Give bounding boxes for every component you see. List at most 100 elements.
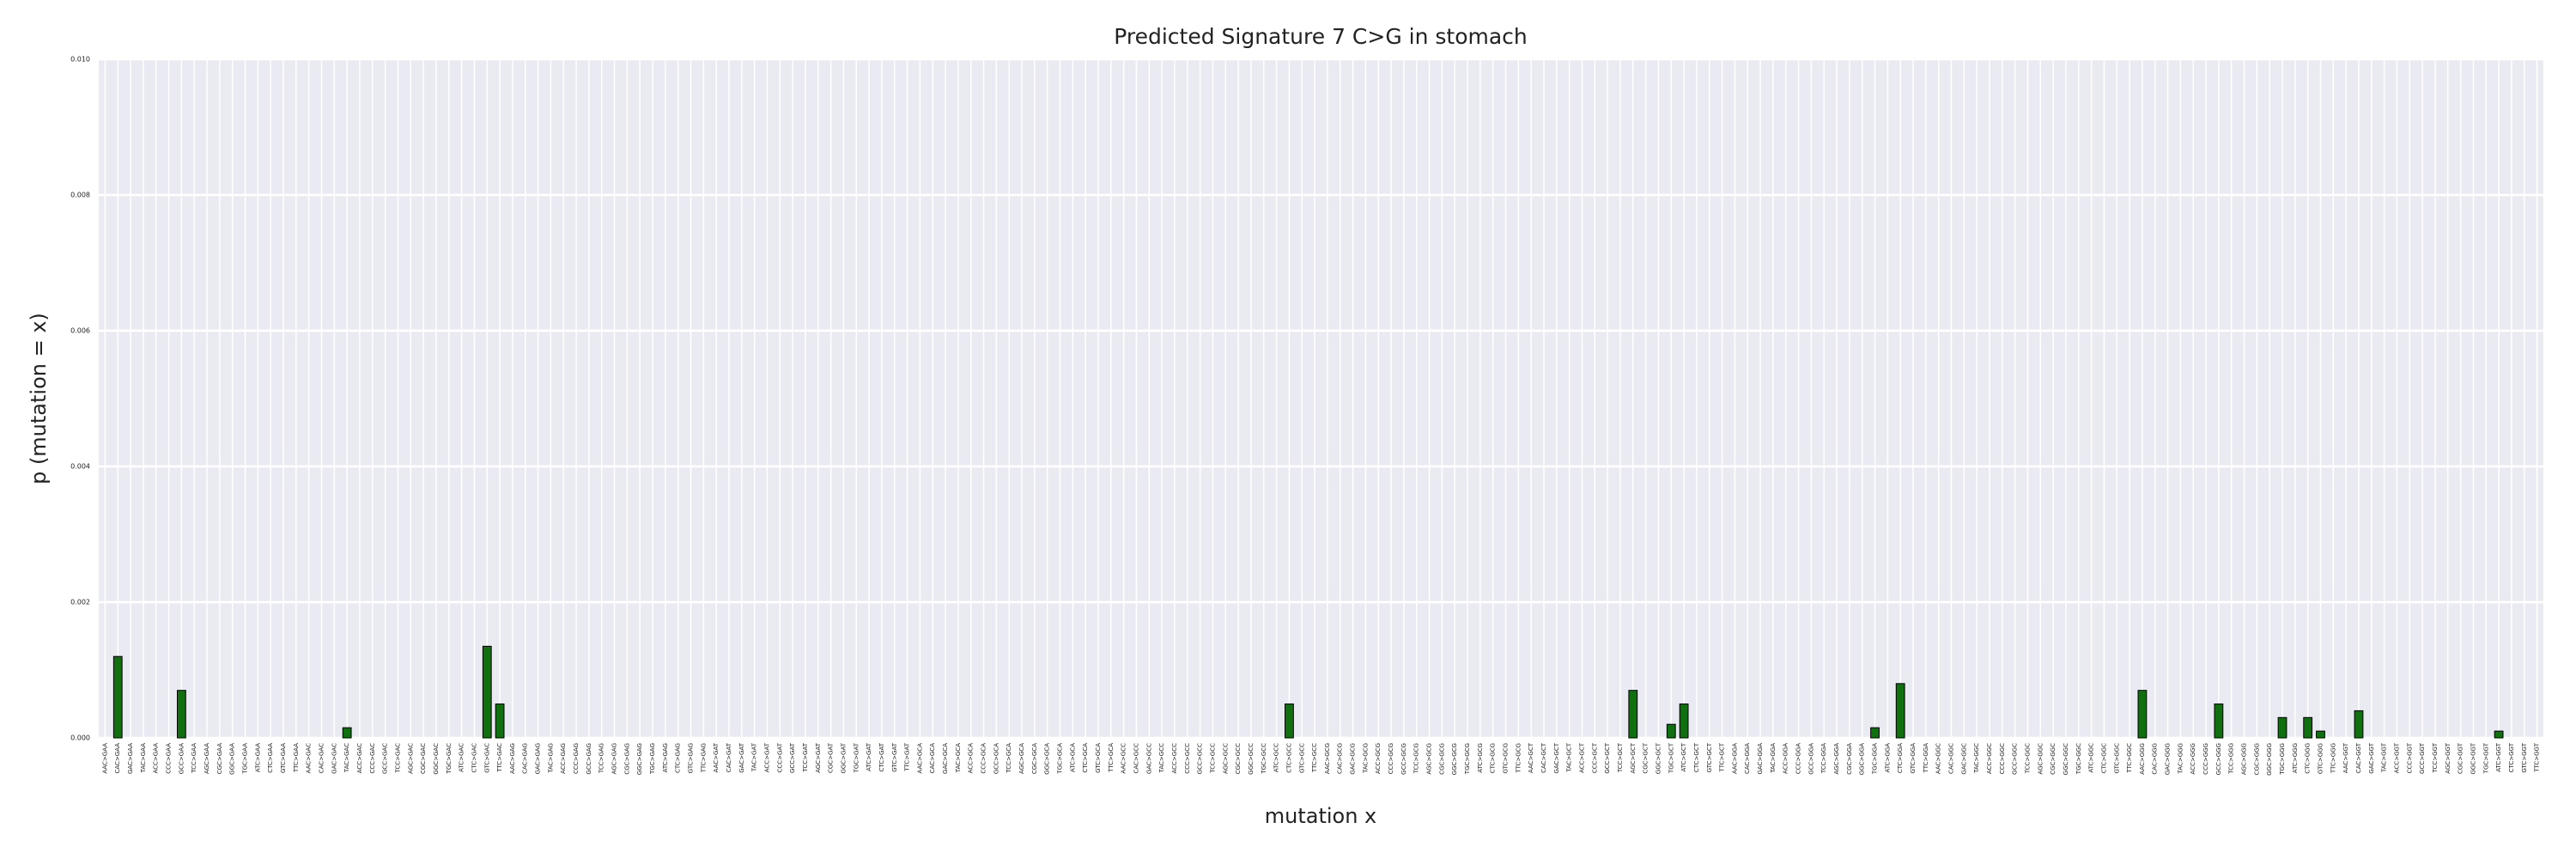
y-tick-label: 0.004 xyxy=(70,463,90,471)
x-tick-label: CGC>GGT xyxy=(2458,742,2464,774)
x-tick-label: ATC>GCC xyxy=(1273,743,1280,772)
x-tick-label: GCC>GCT xyxy=(1604,742,1611,773)
x-tick-label: TCC>GGG xyxy=(2228,743,2235,775)
x-tick-label: TTC>GGC xyxy=(2126,743,2133,774)
x-tick-label: ATC>GGG xyxy=(2292,743,2299,773)
x-tick-label: GGC>GCT xyxy=(1655,742,1662,774)
x-tick-label: TAC>GGT xyxy=(2381,742,2388,773)
x-tick-label: TGC>GCT xyxy=(1668,742,1674,774)
y-tick-label: 0.000 xyxy=(70,734,90,742)
x-tick-label: GAC>GCG xyxy=(1350,743,1357,775)
bar xyxy=(1285,704,1294,739)
x-tick-label: GTC>GAT xyxy=(891,742,898,771)
x-tick-label: TTC>GGA xyxy=(1923,743,1929,774)
x-tick-label: TGC>GAA xyxy=(242,743,249,775)
x-tick-label: TGC>GCA xyxy=(1057,743,1064,775)
x-tick-label: ATC>GAC xyxy=(459,743,465,772)
x-tick-label: TAC>GCT xyxy=(1566,742,1573,772)
x-tick-label: AAC>GAC xyxy=(306,743,313,773)
x-tick-label: TCC>GCC xyxy=(1209,743,1216,774)
x-tick-label: TAC>GCA xyxy=(955,743,962,773)
x-tick-label: GTC>GAC xyxy=(483,743,490,773)
bar xyxy=(2303,716,2313,739)
bar xyxy=(2354,710,2364,739)
bar xyxy=(1666,723,1676,739)
x-tick-label: CGC>GGC xyxy=(2050,743,2057,775)
y-tick-label: 0.002 xyxy=(70,599,90,606)
x-tick-label: TGC>GGA xyxy=(1872,743,1879,775)
x-tick-label: CTC>GAC xyxy=(471,743,477,773)
y-tick-label: 0.010 xyxy=(70,56,90,64)
x-tick-label: ACC>GCT xyxy=(1578,742,1585,773)
x-tick-label: GAC>GAA xyxy=(127,743,134,774)
x-tick-label: CGC>GCT xyxy=(1643,742,1649,773)
x-tick-label: TGC>GCC xyxy=(1261,743,1267,775)
x-tick-label: GCC>GGC xyxy=(2012,743,2019,775)
x-tick-label: TGC>GAG xyxy=(649,743,656,775)
x-tick-label: ATC>GGA xyxy=(1884,743,1891,773)
x-tick-label: GTC>GAG xyxy=(688,743,695,773)
x-tick-label: GAC>GCA xyxy=(942,743,949,774)
x-tick-label: GCC>GCA xyxy=(993,743,999,774)
x-tick-label: TCC>GAA xyxy=(191,743,197,774)
x-tick-label: GGC>GCC xyxy=(1248,743,1255,775)
x-tick-label: AGC>GGG xyxy=(2241,743,2248,775)
x-tick-label: CGC>GAA xyxy=(216,743,223,774)
x-tick-label: CAC>GGG xyxy=(2152,743,2159,775)
x-tick-label: GCC>GAA xyxy=(178,743,185,774)
x-tick-label: TAC>GCG xyxy=(1362,743,1369,774)
x-tick-label: CTC>GAT xyxy=(878,742,885,771)
x-tick-label: CGC>GGG xyxy=(2253,743,2260,775)
x-tick-label: TGC>GGC xyxy=(2075,743,2082,775)
x-tick-label: ACC>GAA xyxy=(153,743,160,774)
x-tick-label: TAC>GAA xyxy=(140,743,147,774)
x-tick-label: CTC>GGC xyxy=(2100,743,2107,773)
x-tick-label: AGC>GCC xyxy=(1222,743,1229,774)
x-tick-label: GTC>GAA xyxy=(280,743,287,773)
x-axis-label: mutation x xyxy=(1265,804,1377,828)
x-tick-label: CTC>GAA xyxy=(267,743,274,773)
x-tick-label: TTC>GAC xyxy=(496,743,503,773)
x-tick-label: GGC>GGT xyxy=(2470,742,2476,774)
x-tick-label: TCC>GAT xyxy=(802,742,809,772)
x-tick-label: ACC>GAT xyxy=(763,742,770,772)
x-tick-label: GCC>GAC xyxy=(382,743,389,774)
x-tick-label: CAC>GAA xyxy=(114,743,121,774)
x-tick-label: CGC>GCA xyxy=(1031,743,1038,774)
bar xyxy=(342,727,352,739)
x-tick-label: TCC>GGA xyxy=(1820,743,1827,774)
x-tick-label: GTC>GGA xyxy=(1910,743,1917,774)
x-tick-label: GCC>GAT xyxy=(789,742,796,773)
x-tick-label: GGC>GCG xyxy=(1451,743,1458,775)
x-tick-label: AGC>GCG xyxy=(1426,743,1433,775)
x-tick-label: CGC>GAC xyxy=(420,743,427,774)
x-tick-label: TTC>GCG xyxy=(1515,743,1522,774)
x-tick-label: ACC>GAC xyxy=(356,743,363,773)
x-tick-label: TAC>GGC xyxy=(1973,743,1980,774)
x-tick-label: ATC>GCT xyxy=(1680,742,1687,771)
bar xyxy=(2494,730,2504,739)
x-tick-label: TAC>GGG xyxy=(2177,743,2184,774)
bar xyxy=(1870,727,1880,739)
x-tick-label: AAC>GAG xyxy=(509,743,516,774)
x-tick-label: GGC>GAC xyxy=(433,743,440,775)
x-tick-label: TCC>GCA xyxy=(1005,743,1012,774)
x-tick-label: GGC>GAT xyxy=(840,742,847,773)
bar xyxy=(2137,690,2148,739)
x-tick-label: CAC>GCA xyxy=(929,743,936,774)
x-tick-label: AGC>GAC xyxy=(407,743,414,774)
x-tick-label: AAC>GGA xyxy=(1731,743,1738,774)
x-tick-label: GCC>GGT xyxy=(2419,742,2426,774)
x-tick-label: CAC>GCG xyxy=(1337,743,1344,774)
x-tick-label: CGC>GGA xyxy=(1846,743,1853,775)
x-tick-label: AAC>GGT xyxy=(2342,742,2349,773)
x-tick-label: TCC>GCT xyxy=(1617,742,1624,773)
x-tick-label: CTC>GCA xyxy=(1082,743,1089,773)
x-tick-label: GAC>GGG xyxy=(2165,743,2172,775)
x-tick-label: GTC>GCC xyxy=(1298,743,1305,773)
x-tick-label: GTC>GCT xyxy=(1706,742,1713,772)
x-tick-label: GAC>GAT xyxy=(738,742,745,773)
x-tick-label: GGC>GGG xyxy=(2266,743,2273,776)
x-tick-label: CGC>GAG xyxy=(623,743,630,775)
